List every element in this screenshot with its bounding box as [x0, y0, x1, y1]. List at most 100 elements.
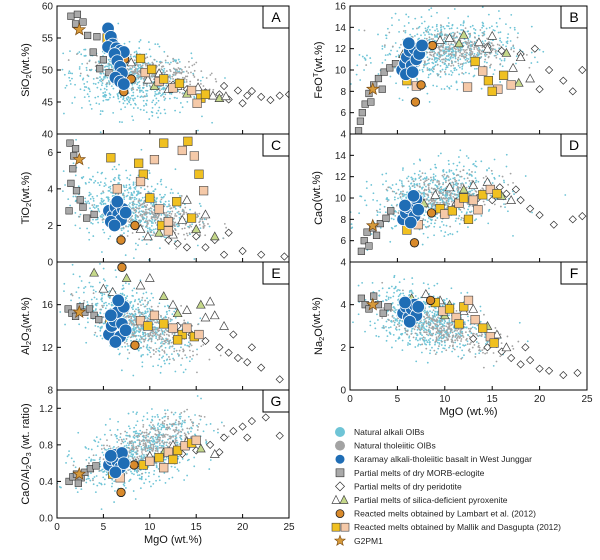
peridotite-marker: [229, 427, 238, 436]
g2pm1-marker: [72, 466, 87, 480]
morb-marker: [380, 68, 388, 76]
y-tick-label: 6: [47, 148, 53, 159]
x-tick-label: 25: [581, 394, 593, 405]
lambart-marker: [426, 208, 437, 218]
series-morb: [64, 303, 103, 324]
karamay-marker: [110, 194, 125, 209]
plot-area: [350, 6, 587, 134]
peridotite-marker: [530, 44, 539, 53]
silica_def-marker: [430, 189, 441, 199]
silica_def-marker: [158, 291, 169, 300]
karamay-marker: [415, 38, 429, 53]
karamay-marker: [104, 449, 118, 463]
peridotite-marker: [233, 353, 243, 363]
mallik-marker: [135, 176, 146, 187]
morb-marker: [65, 477, 73, 486]
mallik-marker: [459, 193, 469, 203]
panel-letter-box: [560, 133, 588, 157]
y-tick-label: 2: [340, 343, 346, 354]
peridotite-marker: [261, 413, 270, 422]
mallik-marker: [168, 454, 178, 465]
karamay-marker: [398, 198, 412, 213]
karamay-marker: [398, 295, 412, 310]
silica_def-marker: [508, 62, 518, 72]
series-silica-def: [121, 194, 220, 241]
y-tick-label: 16: [42, 300, 54, 311]
silica_def-marker: [154, 227, 164, 237]
lambart-marker: [116, 487, 126, 498]
silica_def-marker: [208, 90, 218, 100]
peridotite-marker: [507, 353, 516, 363]
y-tick-label: 14: [335, 23, 347, 34]
plot-area: [352, 274, 582, 380]
lambart-marker: [117, 262, 127, 272]
peridotite-marker: [219, 250, 229, 259]
series-karamay: [102, 446, 131, 479]
karamay-marker: [405, 65, 420, 79]
silica_def-marker: [468, 180, 479, 190]
morb-marker: [382, 214, 390, 222]
peridotite-marker: [238, 99, 247, 108]
plot-area: [61, 136, 289, 261]
tholeiitic-oib-cloud: [380, 281, 520, 369]
y-tick-label: 16: [335, 2, 347, 13]
g2pm1-marker: [365, 81, 380, 96]
morb-marker: [367, 98, 375, 106]
peridotite-marker: [568, 215, 577, 224]
mallik-marker: [478, 323, 488, 333]
morb-marker: [99, 56, 107, 64]
morb-marker: [379, 309, 387, 317]
silica_def-marker: [209, 310, 220, 320]
silica-def-swatch-a: [331, 494, 341, 504]
legend-item-mallik: Reacted melts obtained by Mallik and Das…: [331, 522, 561, 532]
silica_def-marker: [454, 38, 464, 48]
mallik-marker: [149, 310, 160, 320]
morb-marker: [384, 303, 392, 311]
silica_def-marker: [221, 91, 231, 101]
silica-def-swatch-b: [339, 494, 349, 504]
legend-item-morb: Partial melts of dry MORB-eclogite: [335, 468, 485, 478]
mallik-marker: [143, 321, 153, 331]
peridotite-marker: [238, 246, 247, 256]
legend-label: G2PM1: [354, 536, 383, 546]
karamay-marker: [117, 456, 131, 470]
legend-item-peridotite: Partial melts of dry peridotite: [335, 481, 462, 491]
panel-letter: D: [569, 137, 579, 153]
series-g2pm1: [365, 218, 380, 232]
peridotite-marker: [238, 422, 247, 431]
peridotite-marker: [275, 91, 284, 100]
lambart-marker: [410, 97, 421, 107]
y-tick-label: 55: [42, 34, 54, 45]
legend-label: Partial melts of dry peridotite: [354, 481, 462, 491]
y-tick-label: 40: [42, 130, 54, 141]
series-lambart: [116, 220, 140, 245]
series-karamay: [102, 194, 133, 233]
peridotite-marker: [526, 356, 535, 365]
morb-marker: [372, 231, 381, 239]
peridotite-marker: [544, 366, 554, 375]
y-tick-label: 8: [340, 215, 346, 226]
morb-marker: [67, 12, 75, 20]
y-tick-label: 6: [340, 236, 346, 247]
panel-letter-box: [262, 5, 290, 29]
peridotite-marker: [215, 343, 224, 352]
panel-frame: [56, 389, 290, 519]
peridotite-marker: [516, 196, 525, 205]
silica_def-marker: [209, 448, 220, 458]
y-tick-label: 8: [47, 386, 53, 397]
peridotite-marker: [526, 204, 535, 213]
mallik-marker: [159, 319, 169, 329]
peridotite-marker: [535, 85, 544, 94]
series-lambart: [117, 262, 140, 350]
mallik-marker: [145, 193, 155, 203]
legend-item-alkali-oib: Natural alkali OIBs: [335, 427, 424, 437]
silica_def-marker: [195, 443, 206, 453]
silica_def-marker: [172, 308, 183, 318]
mallik-marker: [106, 153, 116, 163]
plot-area: [350, 149, 587, 255]
legend-label: Reacted melts obtained by Mallik and Das…: [354, 522, 561, 532]
silica_def-marker: [182, 194, 192, 204]
morb-marker: [354, 127, 363, 134]
karamay-marker: [403, 215, 418, 230]
panel-letter: C: [271, 137, 281, 153]
